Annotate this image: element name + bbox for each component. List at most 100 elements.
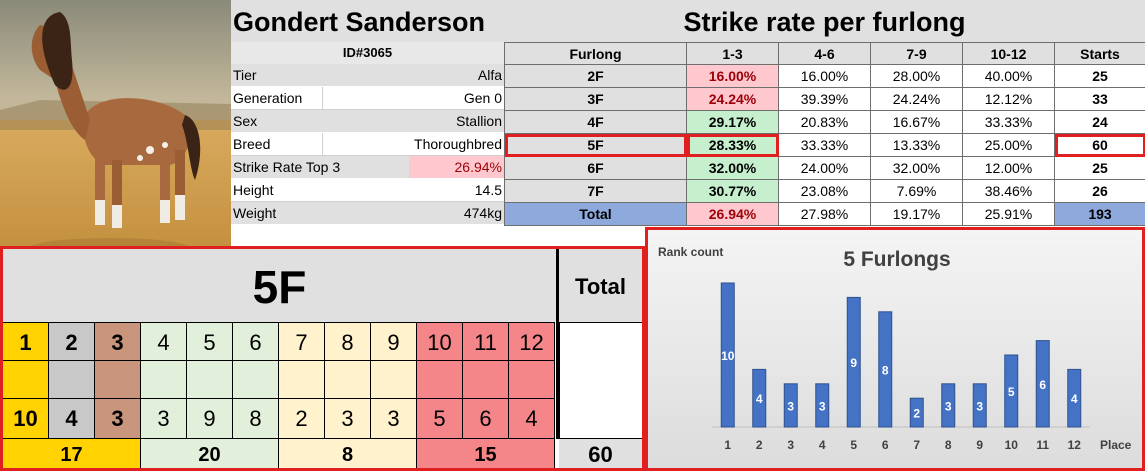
attr-row-generation: Generation Gen 0 — [231, 87, 504, 110]
blank-cell — [279, 361, 324, 399]
column-header: 4-6 — [778, 42, 871, 65]
rate-cell: 38.46% — [962, 179, 1055, 203]
attr-value-strike-rate: 26.94% — [409, 156, 504, 178]
furlong-cell: 2F — [504, 64, 687, 88]
chart-data-label: 3 — [787, 399, 794, 413]
blank-cell — [325, 361, 370, 399]
strike-rate-title: Strike rate per furlong — [504, 0, 1145, 42]
rate-cell-highlighted: 28.33% — [686, 133, 779, 157]
attr-row-breed: Breed Thoroughbred — [231, 133, 504, 156]
blank-cell — [233, 361, 278, 399]
place-label: 10 — [417, 323, 462, 361]
rate-cell: 23.08% — [778, 179, 871, 203]
place-label: 8 — [325, 323, 370, 361]
rate-cell: 32.00% — [686, 156, 779, 180]
table-row: 3F 24.24% 39.39% 24.24% 12.12% 33 — [504, 87, 1145, 111]
attr-value: Stallion — [456, 113, 502, 129]
starts-cell: 33 — [1054, 87, 1145, 111]
attr-label: Weight — [233, 205, 277, 221]
chart-x-tick-label: 10 — [1005, 438, 1019, 452]
table-row: 2F 16.00% 16.00% 28.00% 40.00% 25 — [504, 64, 1145, 88]
table-header-row: Furlong 1-3 4-6 7-9 10-12 Starts — [504, 42, 1145, 65]
blank-cell — [187, 361, 232, 399]
total-blank-cell — [559, 322, 642, 438]
column-header: Starts — [1054, 42, 1145, 65]
table-row: 4F 29.17% 20.83% 16.67% 33.33% 24 — [504, 110, 1145, 134]
chart-bar — [878, 311, 893, 428]
chart-bar — [941, 383, 956, 428]
blank-cell — [141, 361, 186, 399]
chart-x-tick-label: 8 — [945, 438, 952, 452]
chart-x-tick-label: 5 — [850, 438, 857, 452]
chart-data-label: 10 — [721, 349, 735, 363]
place-count: 2 — [295, 406, 308, 431]
rate-cell: 12.00% — [962, 156, 1055, 180]
attr-label: Tier — [233, 67, 257, 83]
chart-data-label: 5 — [1008, 385, 1015, 399]
rate-cell: 24.00% — [778, 156, 871, 180]
rate-cell: 19.17% — [870, 202, 963, 226]
chart-bar — [752, 368, 767, 428]
chart-data-label: 9 — [850, 356, 857, 370]
place-count: 4 — [65, 406, 78, 431]
chart-data-label: 3 — [976, 399, 983, 413]
chart-bar — [972, 383, 987, 428]
rate-cell: 33.33% — [778, 133, 871, 157]
furlong-cell: 4F — [504, 110, 687, 134]
rate-cell: 26.94% — [686, 202, 779, 226]
chart-data-label: 3 — [819, 399, 826, 413]
chart-data-label: 4 — [1071, 392, 1078, 406]
rate-cell: 25.91% — [962, 202, 1055, 226]
table-row: 6F 32.00% 24.00% 32.00% 12.00% 25 — [504, 156, 1145, 180]
rank-count-chart: 5 Furlongs Rank count Place 10 1 4 2 3 3 3 4 9 5 8 6 2 7… — [645, 227, 1145, 471]
starts-total-cell: 193 — [1054, 202, 1145, 226]
horse-image — [0, 0, 231, 246]
rate-cell: 27.98% — [778, 202, 871, 226]
blank-cell — [463, 361, 508, 399]
starts-cell: 24 — [1054, 110, 1145, 134]
place-column-10: 10 5 — [417, 322, 463, 438]
bar-chart-svg: 5 Furlongs Rank count Place 10 1 4 2 3 3 3 4 9 5 8 6 2 7… — [658, 245, 1132, 452]
chart-x-tick-label: 12 — [1068, 438, 1082, 452]
rate-cell: 16.00% — [778, 64, 871, 88]
place-column-11: 11 6 — [463, 322, 509, 438]
placement-grid-panel: 5F Total 1 10 2 4 3 3 4 3 5 9 6 8 7 2 8 3 9 3 10 5 11 6 12 4 17… — [0, 246, 645, 471]
chart-x-tick-label: 9 — [976, 438, 983, 452]
attr-row-height: Height 14.5 — [231, 179, 504, 202]
place-count: 9 — [203, 406, 216, 431]
place-column-1: 1 10 — [3, 322, 49, 438]
attr-row-weight: Weight 474kg — [231, 202, 504, 225]
place-count: 3 — [387, 406, 400, 431]
chart-y-axis-label: Rank count — [658, 245, 723, 259]
rate-cell: 24.24% — [686, 87, 779, 111]
attr-row-strike-rate: Strike Rate Top 3 26.94% — [231, 156, 504, 179]
attr-row-tier: Tier Alfa — [231, 64, 504, 87]
rate-cell: 28.00% — [870, 64, 963, 88]
attr-value: Thoroughbred — [322, 133, 504, 155]
attr-value: 14.5 — [474, 182, 502, 198]
chart-x-tick-label: 11 — [1036, 438, 1049, 452]
place-count: 8 — [249, 406, 262, 431]
chart-data-label: 2 — [913, 407, 920, 421]
attr-value: Gen 0 — [322, 87, 504, 109]
rate-cell: 12.12% — [962, 87, 1055, 111]
chart-x-axis-label: Place — [1100, 438, 1132, 452]
place-label: 1 — [3, 323, 48, 361]
place-label: 5 — [187, 323, 232, 361]
attr-label: Breed — [233, 136, 271, 152]
column-header: 1-3 — [686, 42, 779, 65]
chart-x-tick-label: 4 — [819, 438, 826, 452]
strike-rate-table: Furlong 1-3 4-6 7-9 10-12 Starts 2F 16.0… — [504, 42, 1145, 226]
column-header: 10-12 — [962, 42, 1055, 65]
place-label: 12 — [509, 323, 554, 361]
starts-cell: 26 — [1054, 179, 1145, 203]
place-count: 3 — [157, 406, 170, 431]
attr-label: Generation — [233, 90, 303, 106]
furlong-cell: 7F — [504, 179, 687, 203]
placement-total-value: 60 — [559, 438, 642, 468]
rate-cell: 16.00% — [686, 64, 779, 88]
furlong-cell: 6F — [504, 156, 687, 180]
